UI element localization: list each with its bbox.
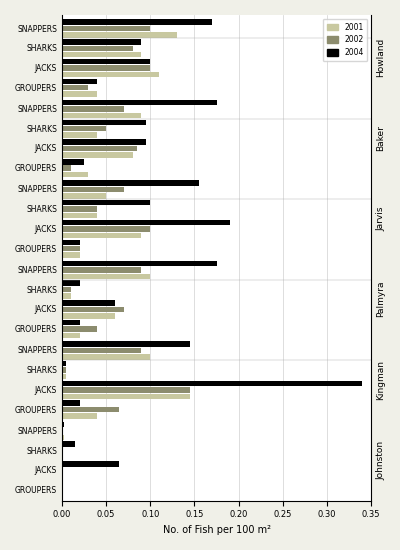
Bar	[62, 213, 97, 218]
Bar	[62, 333, 80, 338]
Bar	[62, 326, 97, 332]
Bar	[62, 434, 64, 440]
Bar	[62, 461, 120, 466]
Bar	[62, 354, 150, 360]
Bar	[62, 413, 97, 419]
Bar	[62, 400, 80, 406]
Bar	[62, 180, 199, 186]
Bar	[62, 146, 137, 151]
Bar	[62, 307, 124, 312]
Bar	[62, 65, 150, 71]
Bar	[62, 19, 212, 25]
Bar	[62, 387, 190, 393]
Bar	[62, 206, 97, 212]
Bar	[62, 273, 150, 279]
Bar	[62, 193, 106, 199]
Bar	[62, 374, 66, 379]
Bar	[62, 159, 84, 164]
Bar	[62, 152, 133, 158]
Bar	[62, 313, 115, 318]
Bar	[62, 422, 64, 427]
Bar	[62, 126, 106, 131]
Bar	[62, 119, 146, 125]
Bar	[62, 287, 71, 293]
Bar	[62, 91, 97, 97]
Bar	[62, 46, 133, 51]
Bar	[62, 220, 230, 225]
Bar	[62, 39, 142, 45]
Bar	[62, 367, 66, 373]
Bar	[62, 113, 142, 118]
Bar	[62, 252, 80, 258]
Bar	[62, 381, 362, 386]
Bar	[62, 100, 216, 105]
Bar	[62, 26, 150, 31]
Bar	[62, 72, 159, 77]
Legend: 2001, 2002, 2004: 2001, 2002, 2004	[323, 19, 367, 61]
Bar	[62, 246, 80, 251]
Bar	[62, 172, 88, 178]
X-axis label: No. of Fish per 100 m²: No. of Fish per 100 m²	[162, 525, 270, 535]
Bar	[62, 32, 177, 38]
Bar	[62, 280, 80, 286]
Bar	[62, 139, 146, 145]
Bar	[62, 407, 120, 412]
Bar	[62, 200, 150, 206]
Bar	[62, 233, 142, 238]
Bar	[62, 341, 190, 346]
Bar	[62, 52, 142, 57]
Bar	[62, 85, 88, 91]
Bar	[62, 59, 150, 64]
Bar	[62, 166, 71, 171]
Bar	[62, 267, 142, 273]
Bar	[62, 186, 124, 192]
Bar	[62, 226, 150, 232]
Bar	[62, 106, 124, 112]
Bar	[62, 394, 190, 399]
Bar	[62, 239, 80, 245]
Bar	[62, 442, 75, 447]
Bar	[62, 348, 142, 353]
Bar	[62, 320, 80, 326]
Bar	[62, 261, 216, 266]
Bar	[62, 79, 97, 84]
Bar	[62, 133, 97, 138]
Bar	[62, 300, 115, 306]
Bar	[62, 361, 66, 366]
Bar	[62, 293, 71, 299]
